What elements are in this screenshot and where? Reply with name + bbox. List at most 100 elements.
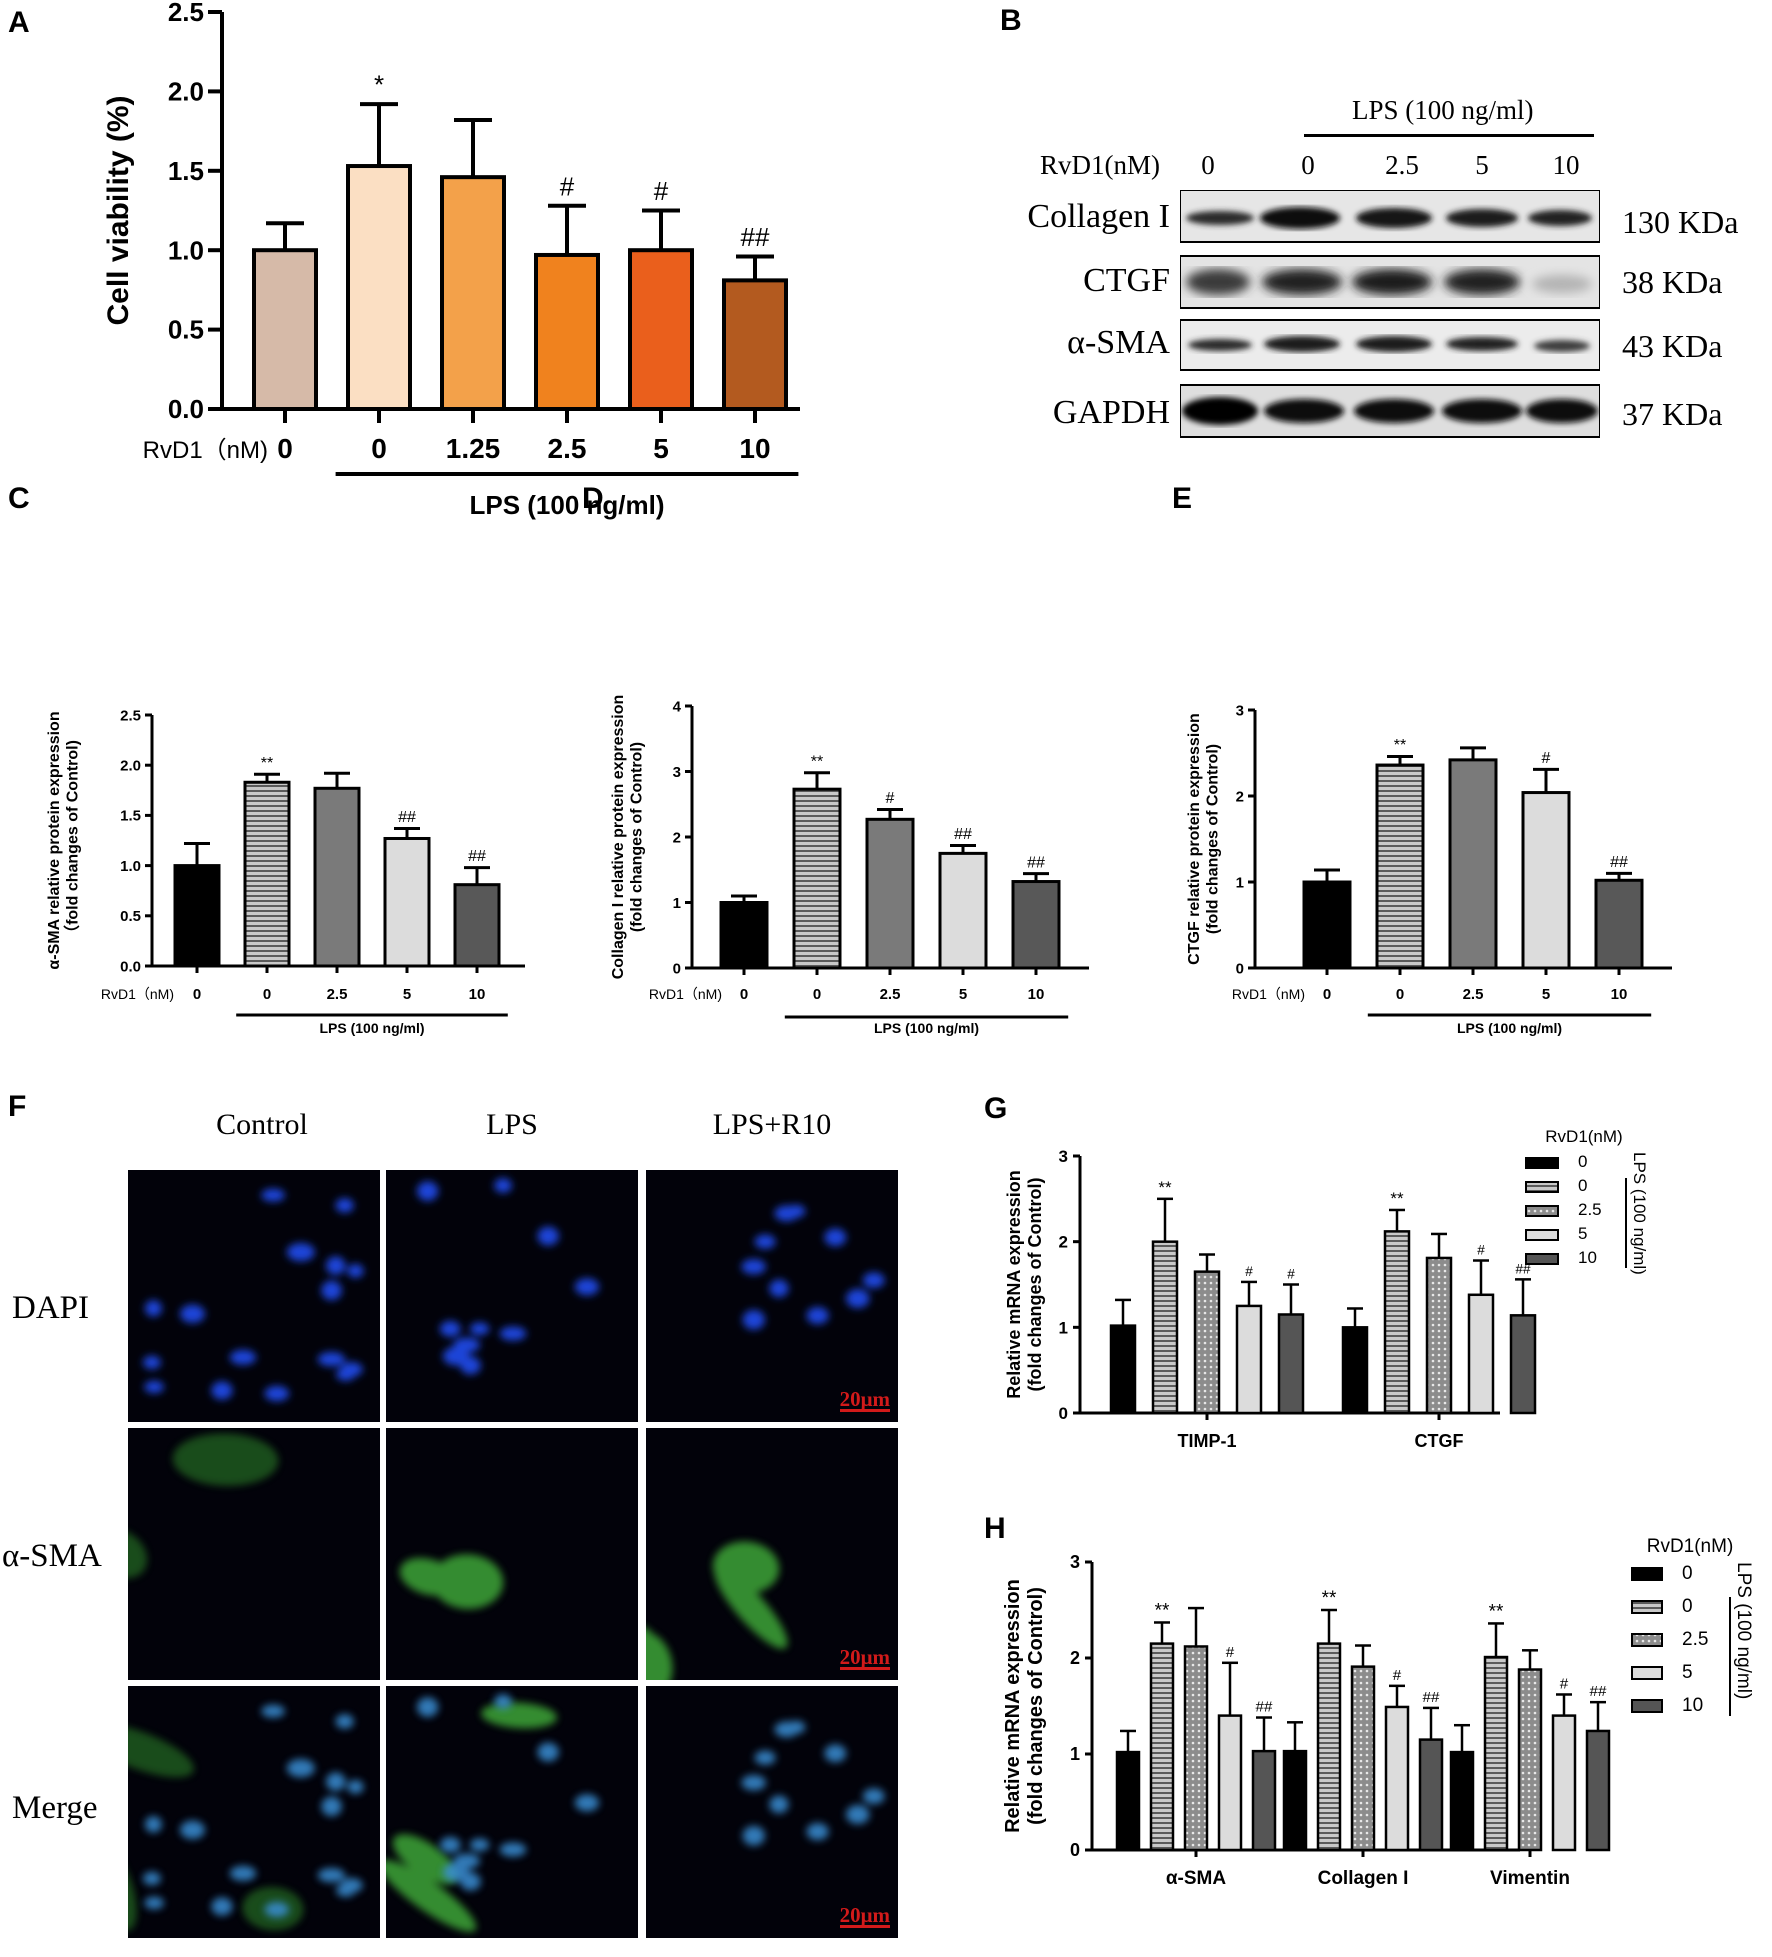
x-category-label: 0	[193, 986, 201, 1003]
microscopy-cells	[128, 1704, 364, 1931]
nucleus	[754, 1234, 776, 1249]
legend-label: 0	[1578, 1152, 1587, 1171]
x-category-label: 0	[371, 433, 387, 464]
microscopy-column-label: LPS+R10	[712, 1108, 832, 1141]
nucleus	[264, 1385, 290, 1402]
group-label: Collagen I	[1318, 1868, 1409, 1889]
cytoplasm	[646, 1626, 661, 1680]
blot-lps-label: LPS (100 ng/ml)	[1352, 95, 1534, 125]
scale-bar: 20μm	[839, 1903, 890, 1928]
bar	[1235, 1304, 1263, 1415]
legend-label: 0	[1578, 1176, 1587, 1195]
y-tick-label: 0.5	[168, 315, 204, 345]
microscopy-image	[386, 1170, 638, 1422]
y-axis-title: Collagen I relative protein expression(f…	[610, 695, 645, 980]
microscopy-cells	[741, 1204, 885, 1330]
green-signal	[399, 1554, 504, 1610]
green-signal	[386, 1702, 558, 1932]
nucleus	[335, 1714, 354, 1729]
nucleus	[144, 1380, 164, 1394]
y-axis-title: α-SMA relative protein expression（fold c…	[46, 711, 81, 969]
nucleus	[144, 1300, 162, 1317]
y-axis-title-line: CTGF relative protein expression	[1186, 713, 1203, 965]
microscopy-image: 20μm	[646, 1686, 898, 1938]
y-tick-label: 3	[1236, 702, 1244, 719]
nucleus	[742, 1309, 765, 1330]
nucleus	[846, 1804, 870, 1825]
y-axis-title-line: α-SMA relative protein expression	[46, 711, 63, 969]
microscopy-row-label: α-SMA	[2, 1538, 102, 1574]
y-tick-label: 3	[1059, 1147, 1068, 1166]
bar	[1217, 1714, 1243, 1852]
y-axis-title-line: Relative mRNA expression	[1002, 1579, 1024, 1833]
bar	[1251, 1749, 1277, 1852]
significance-mark: **	[261, 755, 273, 772]
nucleus	[321, 1796, 342, 1817]
microscopy-image	[386, 1428, 638, 1680]
bar	[453, 883, 501, 968]
y-axis-title-line: (fold changes of Control)	[629, 742, 646, 932]
western-blot-panel: LPS (100 ng/ml) RvD1(nM) 0 0 2.5 5 10 Co…	[1000, 0, 1772, 460]
legend-swatch	[1525, 1253, 1559, 1265]
bar	[1282, 1749, 1308, 1852]
legend-swatch	[1525, 1157, 1559, 1169]
y-axis-title: Relative mRNA expression(fold changes of…	[1004, 1170, 1045, 1398]
microscopy-image	[128, 1170, 380, 1422]
chart-g: 0 1 2 3 Relative mRNA expression(fold change…	[1004, 1127, 1649, 1451]
x-category-label: 0	[740, 986, 748, 1003]
nucleus	[453, 1337, 481, 1353]
nucleus	[336, 1883, 356, 1897]
nucleus	[499, 1326, 527, 1341]
microscopy-image	[128, 1686, 380, 1938]
legend-label: 2.5	[1578, 1200, 1602, 1219]
legend-swatch	[1631, 1567, 1663, 1581]
nucleus	[229, 1865, 257, 1881]
bar	[252, 248, 318, 411]
microscopy-cells	[741, 1720, 885, 1846]
bar	[1011, 880, 1061, 970]
significance-mark: **	[1322, 1588, 1337, 1609]
significance-mark: **	[811, 753, 823, 770]
bar	[628, 248, 694, 411]
panel-letter-e: E	[1172, 482, 1193, 515]
legend-label: 0	[1682, 1563, 1693, 1584]
bar	[1517, 1668, 1543, 1852]
y-tick-label: 1.5	[120, 808, 141, 825]
cytoplasm	[128, 1528, 148, 1579]
legend-lps-label: LPS (100 ng/ml)	[1733, 1562, 1754, 1699]
bar	[173, 864, 221, 968]
legend-title: RvD1(nM)	[1545, 1127, 1622, 1146]
significance-mark: #	[1542, 750, 1551, 767]
significance-mark: ##	[1423, 1689, 1440, 1706]
microscopy-cells	[386, 1694, 600, 1932]
nucleus	[806, 1822, 829, 1841]
bar	[1551, 1714, 1577, 1852]
significance-mark: **	[1155, 1600, 1170, 1621]
x-category-label: 2.5	[1463, 986, 1484, 1003]
nucleus	[335, 1198, 354, 1213]
nucleus	[143, 1355, 161, 1370]
bar	[1115, 1750, 1141, 1852]
x-category-label: 5	[1542, 986, 1550, 1003]
nucleus	[741, 1258, 767, 1275]
nucleus	[574, 1278, 600, 1296]
bar	[1149, 1642, 1175, 1852]
nucleus	[416, 1697, 439, 1717]
cytoplasm	[128, 1851, 137, 1931]
nucleus	[439, 1836, 461, 1853]
blot-protein-size: 130 KDa	[1622, 204, 1739, 240]
rvd1-label: RvD1（nM)	[101, 986, 174, 1002]
blot-condition: 0	[1201, 150, 1215, 180]
nucleus	[824, 1744, 847, 1763]
nucleus	[469, 1838, 490, 1852]
chart-h: 0 1 2 3 Relative mRNA expression(fold change…	[1002, 1536, 1754, 1889]
legend-swatch	[1631, 1666, 1663, 1680]
nucleus	[806, 1306, 829, 1325]
y-axis-title-line: Relative mRNA expression	[1004, 1170, 1024, 1398]
y-tick-label: 1.0	[120, 858, 141, 875]
y-tick-label: 1.5	[168, 156, 204, 186]
microscopy-cells	[399, 1554, 504, 1610]
nucleus	[741, 1774, 767, 1791]
significance-mark: ##	[1610, 854, 1628, 871]
nucleus	[754, 1750, 776, 1765]
